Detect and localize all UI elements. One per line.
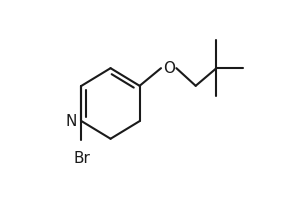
Text: N: N xyxy=(65,114,77,129)
Text: Br: Br xyxy=(73,151,90,166)
Text: O: O xyxy=(163,61,175,76)
